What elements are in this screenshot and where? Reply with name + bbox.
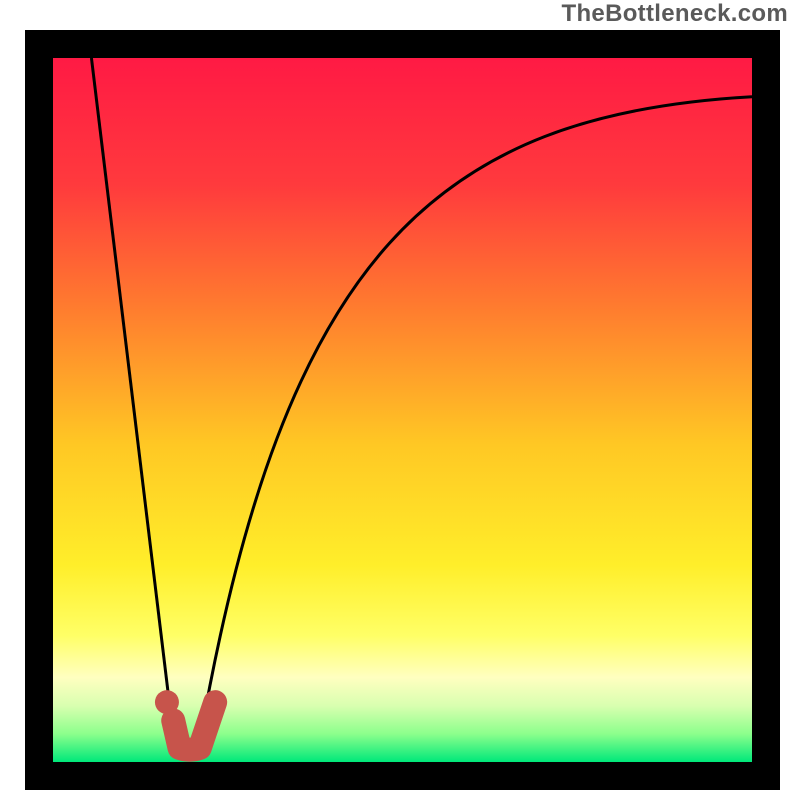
chart-stage: TheBottleneck.com [0,0,800,800]
frame-border-left [25,30,53,790]
frame-border-right [752,30,780,790]
frame-border-bottom [25,762,780,790]
chart-svg [0,0,800,800]
plot-area [53,58,752,762]
watermark-text: TheBottleneck.com [562,0,788,28]
frame-border-top [25,30,780,58]
